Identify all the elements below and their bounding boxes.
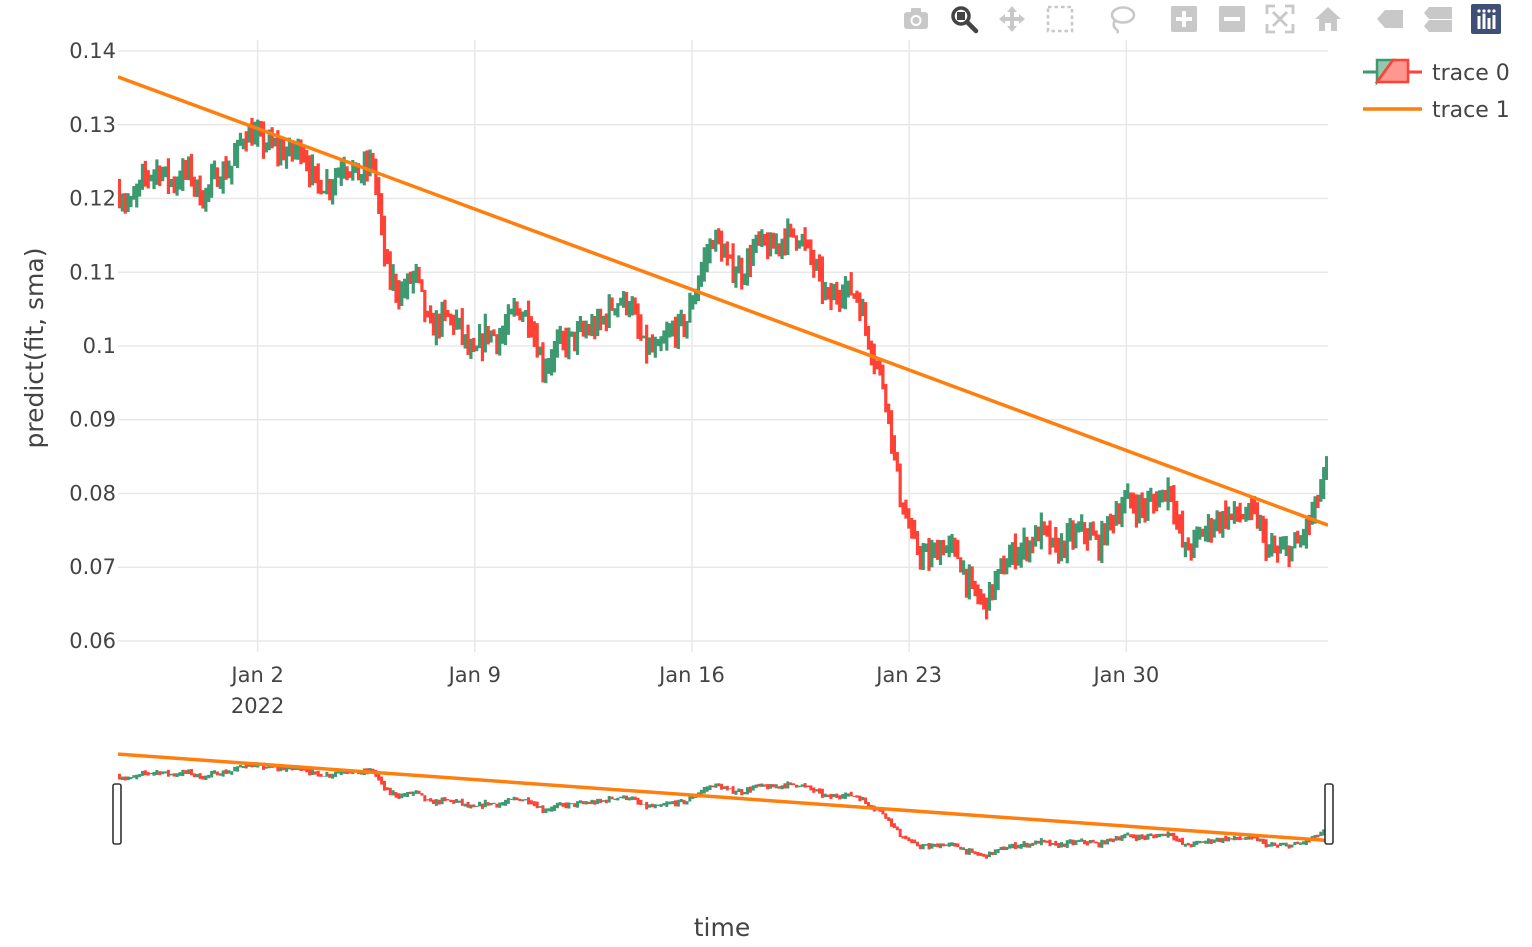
zoom-out-button[interactable] — [1214, 1, 1250, 37]
zoom-in-button[interactable] — [1166, 1, 1202, 37]
x-tick-label: Jan 30 — [1091, 663, 1159, 687]
pan-icon — [999, 6, 1025, 32]
lasso-select-icon — [1110, 6, 1136, 34]
camera-icon — [904, 8, 928, 29]
modebar — [898, 0, 1516, 38]
trend-line[interactable] — [118, 75, 1328, 527]
plotly-logo-button[interactable] — [1468, 1, 1504, 37]
x-tick-year-label: 2022 — [231, 694, 284, 718]
range-slider-preview — [118, 752, 1328, 859]
zoom-in-icon — [1171, 6, 1197, 32]
reset-axes-icon — [1315, 7, 1341, 31]
y-tick-label: 0.14 — [69, 39, 116, 63]
autoscale-icon — [1265, 4, 1295, 34]
y-axis-title: predict(fit, sma) — [20, 248, 49, 449]
x-tick-label: Jan 2 — [229, 663, 283, 687]
x-tick-label: Jan 16 — [657, 663, 725, 687]
y-axis: 0.06 0.07 0.08 0.09 0.1 0.11 0.12 0.13 0.14 — [69, 39, 116, 653]
x-tick-label: Jan 23 — [874, 663, 942, 687]
y-tick-label: 0.12 — [69, 187, 116, 211]
lasso-select-button[interactable] — [1104, 1, 1140, 37]
trace-1-line — [118, 75, 1328, 527]
y-tick-label: 0.1 — [83, 334, 116, 358]
x-axis-title: time — [694, 913, 750, 942]
zoom-icon — [951, 6, 979, 34]
y-tick-label: 0.06 — [69, 629, 116, 653]
hover-closest-button[interactable] — [1372, 1, 1408, 37]
reset-axes-button[interactable] — [1310, 1, 1346, 37]
range-slider-right-handle[interactable] — [1324, 783, 1334, 845]
pan-button[interactable] — [994, 1, 1030, 37]
range-slider-left-handle[interactable] — [112, 783, 122, 845]
x-axis: Jan 2 2022 Jan 9 Jan 16 Jan 23 Jan 30 — [229, 663, 1159, 718]
zoom-out-icon — [1219, 6, 1245, 32]
range-slider[interactable] — [112, 752, 1334, 859]
hover-compare-button[interactable] — [1420, 1, 1456, 37]
box-select-button[interactable] — [1042, 1, 1078, 37]
legend-item-trace-1[interactable]: trace 1 — [1363, 98, 1510, 123]
hover-closest-icon — [1377, 10, 1403, 28]
y-tick-label: 0.13 — [69, 113, 116, 137]
camera-button[interactable] — [898, 1, 934, 37]
legend: trace 0 trace 1 — [1363, 58, 1510, 123]
autoscale-button[interactable] — [1262, 1, 1298, 37]
y-tick-label: 0.08 — [69, 481, 116, 505]
hover-compare-icon — [1424, 7, 1452, 32]
y-tick-label: 0.09 — [69, 408, 116, 432]
box-select-icon — [1046, 5, 1074, 33]
grid — [118, 40, 1328, 652]
legend-label: trace 0 — [1432, 61, 1510, 86]
x-tick-label: Jan 9 — [447, 663, 501, 687]
y-tick-label: 0.11 — [69, 260, 116, 284]
y-tick-label: 0.07 — [69, 555, 116, 579]
zoom-button[interactable] — [946, 1, 982, 37]
plotly-logo-icon — [1471, 4, 1501, 34]
range-slider-trend-line — [118, 752, 1328, 843]
legend-label: trace 1 — [1432, 98, 1510, 123]
trace-0-candles — [118, 117, 1328, 620]
legend-item-trace-0[interactable]: trace 0 — [1363, 58, 1510, 86]
